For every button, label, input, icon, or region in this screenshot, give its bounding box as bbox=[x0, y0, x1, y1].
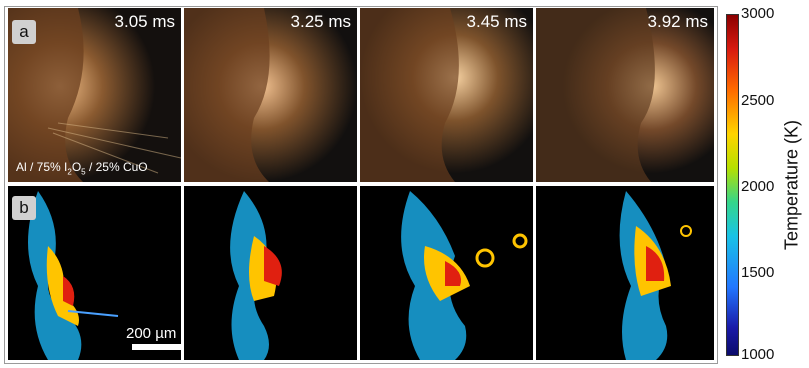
panel-tag-b: b bbox=[12, 196, 36, 220]
temperature-map-4 bbox=[536, 186, 714, 360]
camera-image-4: 3.92 ms bbox=[536, 8, 714, 182]
temperature-map-3 bbox=[360, 186, 533, 360]
colorbar-tick-2000: 2000 bbox=[741, 178, 775, 195]
colorbar-tick-2500: 2500 bbox=[741, 92, 775, 109]
camera-image-3: 3.45 ms bbox=[360, 8, 533, 182]
sample-label: Al / 75% I2O5 / 25% CuO bbox=[16, 159, 148, 176]
scale-bar-label: 200 µm bbox=[126, 325, 177, 342]
camera-image-2: 3.25 ms bbox=[184, 8, 357, 182]
colorbar-tick-3000: 3000 bbox=[741, 5, 775, 22]
time-label-3: 3.45 ms bbox=[466, 12, 527, 31]
colorbar-tick-1000: 1000 bbox=[741, 346, 775, 363]
colorbar bbox=[726, 14, 739, 356]
time-label-1: 3.05 ms bbox=[114, 12, 175, 31]
temperature-map-2 bbox=[184, 186, 357, 360]
scale-bar bbox=[132, 344, 181, 350]
panel-tag-a: a bbox=[12, 20, 36, 44]
colorbar-tick-1500: 1500 bbox=[741, 264, 775, 281]
colorbar-title: Temperature (K) bbox=[781, 119, 802, 251]
time-label-4: 3.92 ms bbox=[647, 12, 708, 31]
temperature-map-1: b 200 µm bbox=[8, 186, 181, 360]
time-label-2: 3.25 ms bbox=[290, 12, 351, 31]
camera-image-1: 3.05 ms a Al / 75% I2O5 / 25% CuO bbox=[8, 8, 181, 182]
